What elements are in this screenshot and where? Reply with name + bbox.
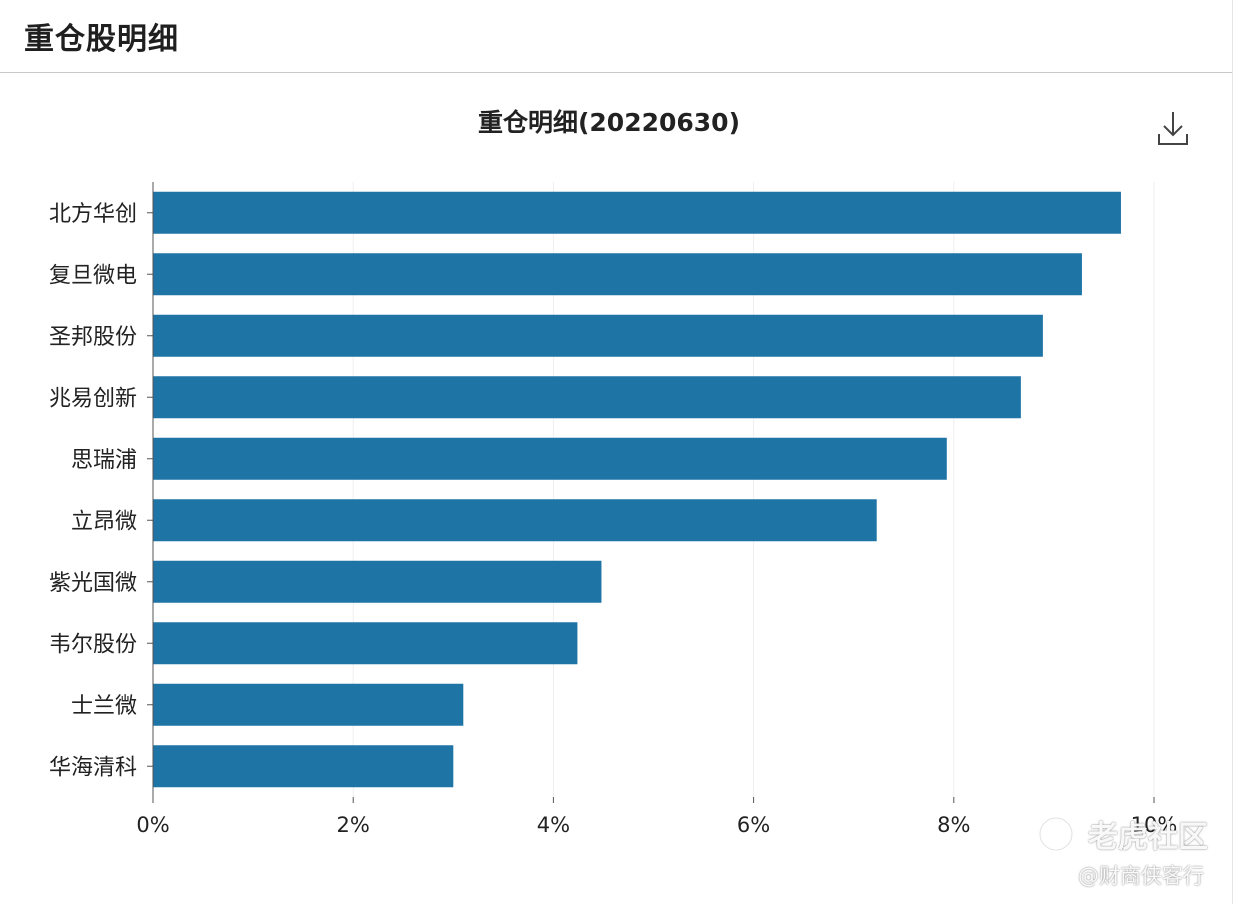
download-icon [1158,112,1188,145]
bar [153,437,947,480]
y-tick-label: 北方华创 [49,202,137,227]
y-tick-label: 紫光国微 [49,571,137,596]
x-tick-label: 2% [337,813,370,837]
y-tick-label: 华海清科 [49,755,137,780]
y-tick-label: 圣邦股份 [49,325,137,350]
page-header: 重仓股明细 [0,0,1233,73]
watermark-logo-icon [1038,816,1074,852]
panel-border [1232,72,1233,904]
bar [153,683,464,726]
bar [153,745,454,788]
y-tick-label: 兆易创新 [49,386,137,411]
watermark-text: 老虎社区 [1088,820,1208,855]
watermark-author: @财商侠客行 [1078,864,1204,888]
y-tick-label: 思瑞浦 [71,448,137,473]
download-button[interactable] [1156,110,1190,148]
x-tick-label: 6% [737,813,770,837]
y-tick-label: 立昂微 [71,509,137,534]
bar [153,191,1121,234]
bar [153,499,877,542]
x-tick-label: 8% [937,813,970,837]
bar [153,253,1082,296]
bar [153,314,1043,357]
chart-title: 重仓明细(20220630) [477,108,740,137]
bar [153,376,1021,419]
x-tick-label: 4% [537,813,570,837]
page-title: 重仓股明细 [24,22,179,57]
bar [153,622,578,665]
bar [153,560,602,603]
y-tick-label: 韦尔股份 [49,632,137,657]
y-tick-label: 复旦微电 [49,263,137,288]
x-tick-label: 0% [136,813,169,837]
x-tick-label: 10% [1131,813,1178,837]
y-tick-label: 士兰微 [71,694,137,719]
